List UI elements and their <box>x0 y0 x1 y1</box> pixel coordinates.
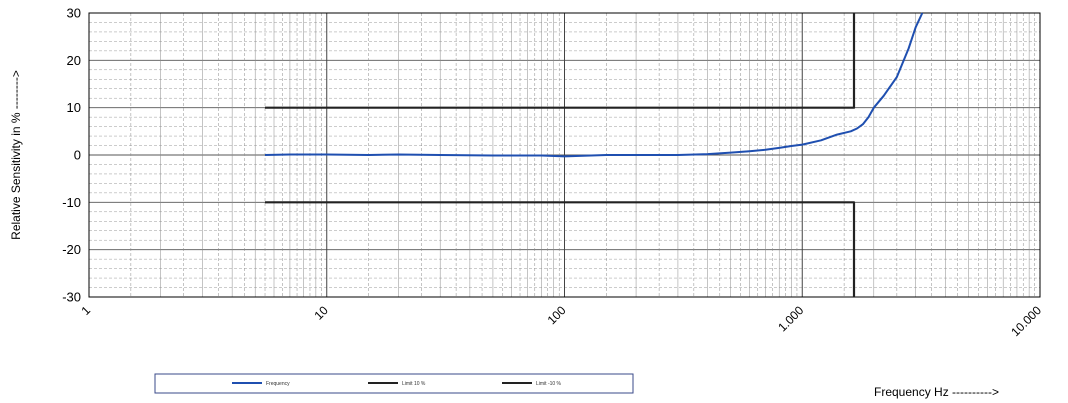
y-axis-ticks: 30 20 10 0 -10 -20 -30 <box>62 6 81 305</box>
x-tick-label: 10 <box>312 303 332 323</box>
x-axis-ticks: 1 10 100 1.000 10.000 <box>78 303 1044 339</box>
x-axis-label: Frequency Hz ----------> <box>874 385 999 399</box>
series-line-frequency <box>264 12 924 158</box>
legend-label: Frequency <box>266 381 290 387</box>
y-tick-label: 30 <box>67 6 81 21</box>
legend: Frequency Limit 10 % Limit -10 % <box>154 373 634 394</box>
x-tick-label: 1 <box>78 303 93 318</box>
plot-frame <box>88 12 1041 298</box>
x-tick-label: 100 <box>545 303 569 327</box>
series-line-limit-lower <box>265 201 856 297</box>
y-axis-label: Relative Sensitivity in % --------> <box>9 70 23 240</box>
y-tick-label: 0 <box>74 148 81 163</box>
series-line-limit-upper <box>265 13 856 109</box>
legend-label: Limit 10 % <box>402 381 426 387</box>
y-tick-label: 20 <box>67 53 81 68</box>
series-layer <box>264 12 924 297</box>
y-tick-label: -20 <box>62 242 81 257</box>
y-tick-label: 10 <box>67 100 81 115</box>
legend-label: Limit -10 % <box>536 381 562 387</box>
y-tick-label: -30 <box>62 290 81 305</box>
x-tick-label: 1.000 <box>775 303 806 334</box>
x-tick-label: 10.000 <box>1008 303 1044 339</box>
y-tick-label: -10 <box>62 195 81 210</box>
grid <box>88 12 1040 298</box>
